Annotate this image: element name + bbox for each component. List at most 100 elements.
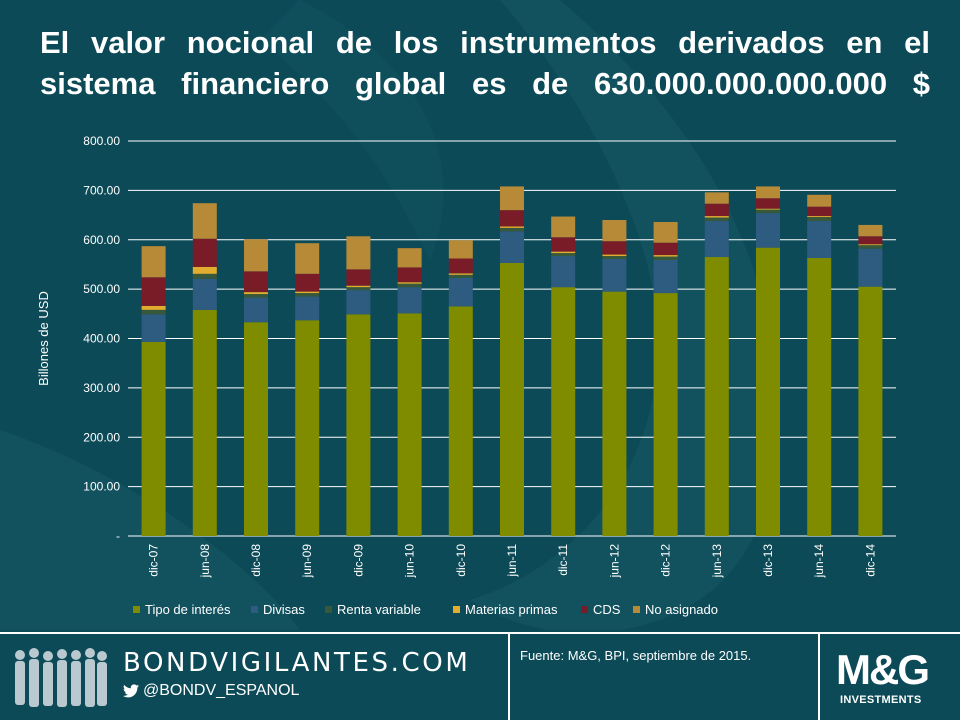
bar-segment (756, 209, 780, 214)
bar-segment (448, 258, 473, 274)
y-tick-label: 500.00 (83, 282, 120, 296)
bar-segment (295, 296, 320, 321)
bar-segment (192, 203, 217, 239)
bar-segment (756, 198, 780, 209)
bar-segment (295, 273, 320, 292)
bar-segment (653, 242, 678, 256)
twitter-handle[interactable]: @BONDV_ESPANOL (123, 682, 299, 700)
bar-segment (397, 283, 422, 288)
bar-segment (807, 217, 832, 221)
bar-segment (500, 227, 524, 232)
legend-label: Divisas (263, 602, 305, 617)
bar-segment (500, 262, 524, 536)
y-tick-label: 400.00 (83, 332, 120, 346)
bar-segment (192, 273, 217, 279)
bar-segment (244, 271, 268, 293)
bar-segment (602, 259, 627, 292)
y-tick-label: 100.00 (83, 480, 120, 494)
x-tick-label: jun-13 (710, 544, 724, 579)
bar-segment (756, 247, 780, 536)
bar-segment (397, 313, 422, 536)
bar-segment (295, 291, 320, 294)
bar-segment (448, 274, 473, 278)
x-tick-label: jun-11 (505, 544, 519, 578)
bar-segment (756, 213, 780, 248)
bar-segment (192, 266, 217, 274)
mg-investments-logo: M&G INVESTMENTS (836, 646, 948, 710)
bar-segment (244, 292, 268, 295)
bar-segment (602, 241, 627, 255)
bar-segment (551, 251, 576, 254)
bar-segment (653, 259, 678, 294)
bar-segment (295, 320, 320, 536)
bar-segment (500, 226, 524, 228)
bar-segment (704, 216, 729, 218)
y-tick-label: 300.00 (83, 381, 120, 395)
stacked-bar-chart: - 100.00 200.00 300.00 400.00 500.00 600.00 700… (36, 134, 896, 617)
bar-segment (192, 238, 217, 267)
bar-segment (346, 287, 371, 291)
x-tick-label: dic-12 (659, 544, 673, 577)
legend-swatch (133, 606, 140, 613)
bar-segment (346, 236, 371, 270)
bar-segment (858, 286, 883, 536)
bar-segment (448, 277, 473, 307)
bar-segment (141, 314, 166, 342)
bar-segment (192, 278, 217, 310)
bar-segment (141, 305, 166, 310)
legend-swatch (251, 606, 258, 613)
x-tick-label: dic-13 (761, 544, 775, 577)
bar-segment (244, 322, 268, 536)
y-tick-label: 700.00 (83, 183, 120, 197)
bar-segment (704, 217, 729, 221)
y-tick-label: 600.00 (83, 233, 120, 247)
x-tick-label: jun-12 (607, 544, 621, 579)
bar-segment (858, 248, 883, 287)
bar-segment (448, 306, 473, 536)
legend-label: Materias primas (465, 602, 558, 617)
bar-segment (551, 287, 576, 536)
bar-segment (704, 192, 729, 204)
footer-separator-left (508, 632, 510, 720)
people-silhouette-icon (15, 648, 107, 707)
y-axis-label: Billones de USD (36, 291, 51, 386)
bar-segment (192, 309, 217, 536)
x-tick-label: jun-14 (812, 544, 826, 579)
bar-segment (346, 269, 371, 286)
bar-segment (807, 220, 832, 259)
bar-segment (397, 267, 422, 283)
x-tick-label: dic-07 (147, 544, 161, 577)
bar-segment (346, 285, 371, 288)
bar-segment (858, 245, 883, 249)
bar-segment (551, 216, 576, 238)
bar-segment (551, 253, 576, 257)
bar-segment (346, 290, 371, 315)
x-tick-label: jun-10 (403, 544, 417, 579)
bar-segment (244, 297, 268, 323)
bar-segment (807, 206, 832, 217)
bar-segment (704, 220, 729, 258)
chart-title: El valor nocional de los instrumentos de… (40, 25, 930, 101)
site-brand[interactable]: BONDVIGILANTES.COM (123, 648, 471, 678)
twitter-bird-icon (123, 684, 139, 698)
bar-segment (704, 257, 729, 536)
bar-segment (807, 194, 832, 207)
bar-segment (295, 293, 320, 297)
footer-separator-right (818, 632, 820, 720)
x-tick-label: dic-14 (863, 544, 877, 577)
bar-segment (141, 341, 166, 536)
bar-segment (500, 186, 524, 211)
bar-segment (653, 256, 678, 260)
legend-swatch (633, 606, 640, 613)
bar-segment (602, 256, 627, 260)
bar-segment (551, 237, 576, 252)
footer-divider (0, 632, 960, 634)
bar-segment (807, 216, 832, 218)
legend-label: CDS (593, 602, 621, 617)
bar-segment (602, 220, 627, 242)
bar-segment (858, 236, 883, 245)
legend-label: No asignado (645, 602, 718, 617)
x-tick-label: jun-08 (198, 544, 212, 579)
bar-segment (602, 254, 627, 257)
twitter-handle-text: @BONDV_ESPANOL (143, 682, 300, 699)
